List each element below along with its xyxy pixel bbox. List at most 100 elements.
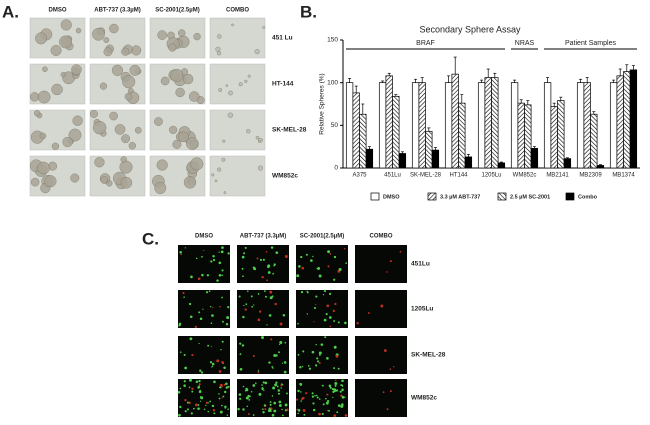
cell-dot <box>179 405 182 409</box>
fluorescence-image <box>355 379 407 417</box>
error-bar <box>631 65 635 70</box>
cell-dot <box>249 395 251 397</box>
cell-dot <box>207 344 210 347</box>
cell-dot <box>318 274 322 278</box>
cell-dot <box>326 400 330 403</box>
bar <box>385 75 393 169</box>
cell-dot <box>318 412 321 416</box>
cell-blob <box>223 191 227 195</box>
cell-dot <box>219 305 221 308</box>
cell-blob <box>39 132 47 140</box>
cell-dot <box>275 381 278 384</box>
cell-dot <box>382 391 385 394</box>
cell-dot <box>221 385 224 388</box>
bar <box>497 162 506 169</box>
cell-dot <box>268 314 272 317</box>
cell-blob <box>92 27 105 41</box>
cell-dot <box>305 392 308 395</box>
cell-dot <box>345 262 348 265</box>
cell-dot <box>212 409 216 412</box>
cell-dot <box>328 409 331 412</box>
cell-dot <box>261 387 264 391</box>
bar <box>576 82 585 169</box>
cell-blob <box>33 110 41 117</box>
cell-blob <box>120 176 133 189</box>
cell-dot <box>340 405 344 408</box>
legend-label: 2.5 µM SC-2001 <box>510 194 550 200</box>
cell-dot <box>269 401 272 403</box>
column-header: COMBO <box>226 8 249 14</box>
row-label: WM852c <box>411 395 437 402</box>
group-label: Patient Samples <box>565 40 616 47</box>
cell-blob <box>227 112 234 118</box>
column-header: DMSO <box>195 234 213 240</box>
cell-dot <box>213 412 216 415</box>
cell-dot <box>199 400 202 402</box>
cell-blob <box>160 76 170 86</box>
cell-blob <box>193 32 201 41</box>
cell-dot <box>335 354 339 358</box>
cell-dot <box>283 370 287 374</box>
error-bar <box>381 80 385 83</box>
cell-dot <box>332 396 334 399</box>
cell-dot <box>297 353 300 356</box>
cell-dot <box>190 275 193 279</box>
cell-blob <box>244 79 248 83</box>
group-label: BRAF <box>416 40 435 47</box>
cell-dot <box>315 394 318 397</box>
cell-dot <box>341 403 344 406</box>
cell-dot <box>344 396 346 398</box>
cell-dot <box>219 386 222 389</box>
cell-dot <box>210 305 212 308</box>
cell-dot <box>195 380 199 383</box>
cell-dot <box>199 369 202 372</box>
cell-dot <box>325 397 327 400</box>
cell-dot <box>312 402 315 405</box>
cell-dot <box>264 408 267 411</box>
cell-dot <box>225 323 229 326</box>
x-tick-label: MB2141 <box>546 173 569 179</box>
cell-dot <box>205 401 209 404</box>
cell-dot <box>197 277 201 281</box>
cell-blob <box>231 23 234 27</box>
cell-blob <box>217 167 222 172</box>
cell-dot <box>184 398 187 402</box>
cell-blob <box>247 74 251 78</box>
cell-dot <box>315 303 317 306</box>
row-label: HT-144 <box>272 81 294 88</box>
cell-dot <box>298 265 301 268</box>
cell-blob <box>72 115 83 126</box>
cell-dot <box>213 380 216 384</box>
cell-dot <box>274 383 278 387</box>
error-bar <box>598 164 602 166</box>
cell-dot <box>212 258 216 262</box>
cell-dot <box>317 267 321 270</box>
cell-dot <box>302 409 306 412</box>
cell-dot <box>339 390 342 393</box>
cell-dot <box>239 353 242 356</box>
cell-dot <box>328 292 332 296</box>
cell-dot <box>296 274 300 278</box>
cell-blob <box>70 173 80 183</box>
cell-blob <box>157 30 167 40</box>
cell-dot <box>195 257 198 260</box>
cell-dot <box>178 413 181 417</box>
error-bar <box>480 79 484 83</box>
cell-dot <box>399 250 402 253</box>
cell-dot <box>272 367 274 369</box>
bar <box>431 149 440 169</box>
bar <box>451 73 459 169</box>
cell-blob <box>168 125 178 135</box>
cell-blob <box>218 88 223 92</box>
error-bar <box>420 77 424 83</box>
cell-dot <box>341 379 344 383</box>
bar <box>491 77 499 169</box>
cell-dot <box>219 410 223 414</box>
bar <box>365 148 374 169</box>
cell-dot <box>281 383 284 386</box>
cell-dot <box>191 390 194 393</box>
error-bar <box>460 94 464 104</box>
cell-dot <box>305 253 308 256</box>
cell-dot <box>203 408 206 411</box>
cell-dot <box>218 393 220 395</box>
